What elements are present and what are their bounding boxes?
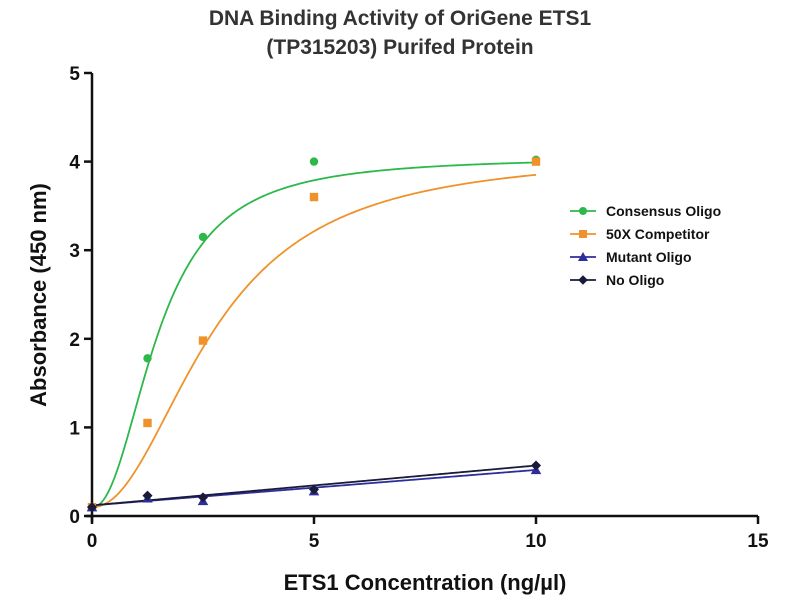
x-tick-label: 5 <box>309 531 320 552</box>
y-tick-label: 5 <box>69 64 80 85</box>
legend-entry: No Oligo <box>570 272 664 288</box>
y-tick-label: 3 <box>69 241 80 262</box>
legend-entry: 50X Competitor <box>570 226 710 242</box>
legend-label: No Oligo <box>606 272 664 288</box>
x-axis-label: ETS1 Concentration (ng/µl) <box>284 570 567 595</box>
data-point <box>143 354 152 363</box>
axes: 0 1 2 3 4 5 0 5 10 15 <box>69 64 769 552</box>
data-point <box>197 492 209 503</box>
data-point <box>531 157 541 166</box>
fit-curve-1 <box>91 161 537 509</box>
legend: Consensus Oligo 50X Competitor Mutant Olig… <box>570 203 721 288</box>
legend-label: Mutant Oligo <box>606 249 692 265</box>
data-point <box>198 336 208 345</box>
data-points <box>86 155 542 513</box>
data-point <box>198 232 208 242</box>
legend-marker <box>578 252 588 261</box>
data-point <box>142 490 153 501</box>
legend-marker <box>579 207 587 215</box>
data-point <box>308 484 320 495</box>
legend-marker <box>578 275 588 285</box>
fit-curves <box>91 161 537 509</box>
chart-title-line-1: DNA Binding Activity of OriGene ETS1 <box>209 7 592 30</box>
x-tick-label: 10 <box>525 531 546 552</box>
y-tick-label: 0 <box>69 507 80 528</box>
y-tick-label: 4 <box>69 153 80 174</box>
legend-entry: Mutant Oligo <box>570 249 692 265</box>
y-tick-label: 1 <box>69 418 80 439</box>
chart-title-line-2: (TP315203) Purifed Protein <box>266 36 533 59</box>
y-tick-label: 2 <box>69 330 80 351</box>
data-point <box>530 460 542 471</box>
legend-marker <box>579 230 587 238</box>
y-axis-label: Absorbance (450 nm) <box>26 183 51 407</box>
data-point <box>86 502 98 513</box>
chart-title: DNA Binding Activity of OriGene ETS1 (TP… <box>209 7 592 59</box>
data-point <box>143 418 152 428</box>
x-tick-label: 15 <box>747 531 769 552</box>
x-tick-label: 0 <box>87 531 98 552</box>
legend-entry: Consensus Oligo <box>570 203 721 219</box>
legend-label: 50X Competitor <box>606 226 710 242</box>
data-point <box>309 192 319 202</box>
legend-label: Consensus Oligo <box>606 203 721 219</box>
fit-curve-2 <box>91 173 537 509</box>
data-point <box>309 157 319 166</box>
